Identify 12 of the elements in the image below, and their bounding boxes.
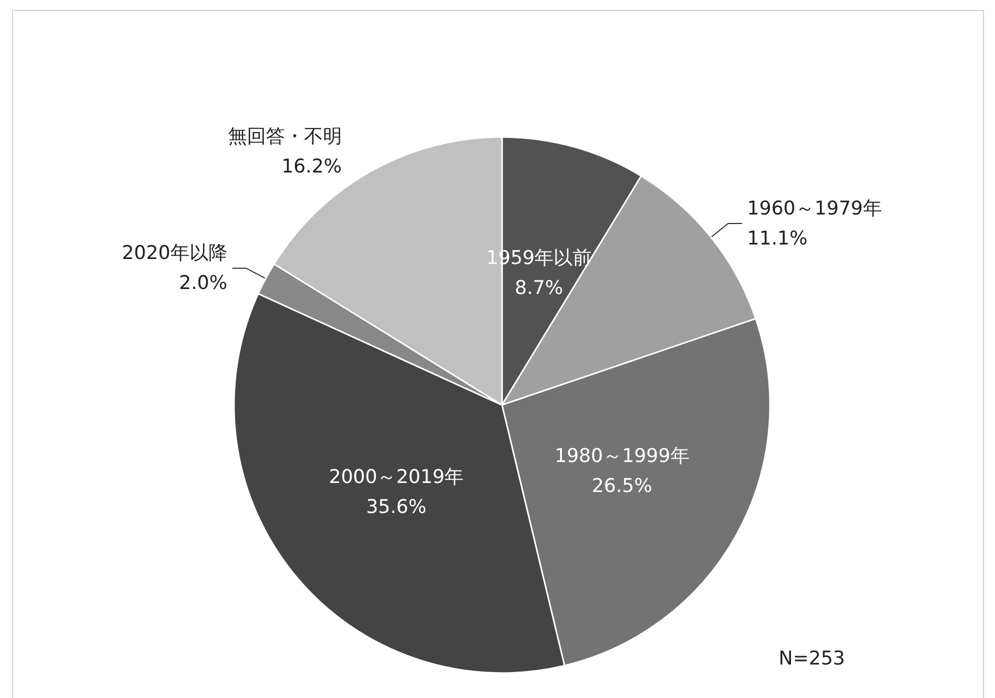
text: N=253	[778, 648, 846, 670]
data-label: 8.7%	[514, 277, 564, 300]
slice-label: 1980～1999年	[554, 445, 690, 468]
slice-label: 無回答・不明	[228, 126, 342, 148]
slice-label: 2000～2019年	[328, 466, 464, 488]
data-label: 2.0%	[179, 272, 228, 294]
slice-label: 1960～1979年	[747, 197, 882, 220]
data-label: 11.1%	[747, 227, 808, 250]
data-label: 26.5%	[592, 475, 652, 498]
data-label: 35.6%	[366, 496, 426, 518]
data-label: 16.2%	[281, 156, 342, 178]
slice-label: 2020年以降	[122, 242, 228, 264]
